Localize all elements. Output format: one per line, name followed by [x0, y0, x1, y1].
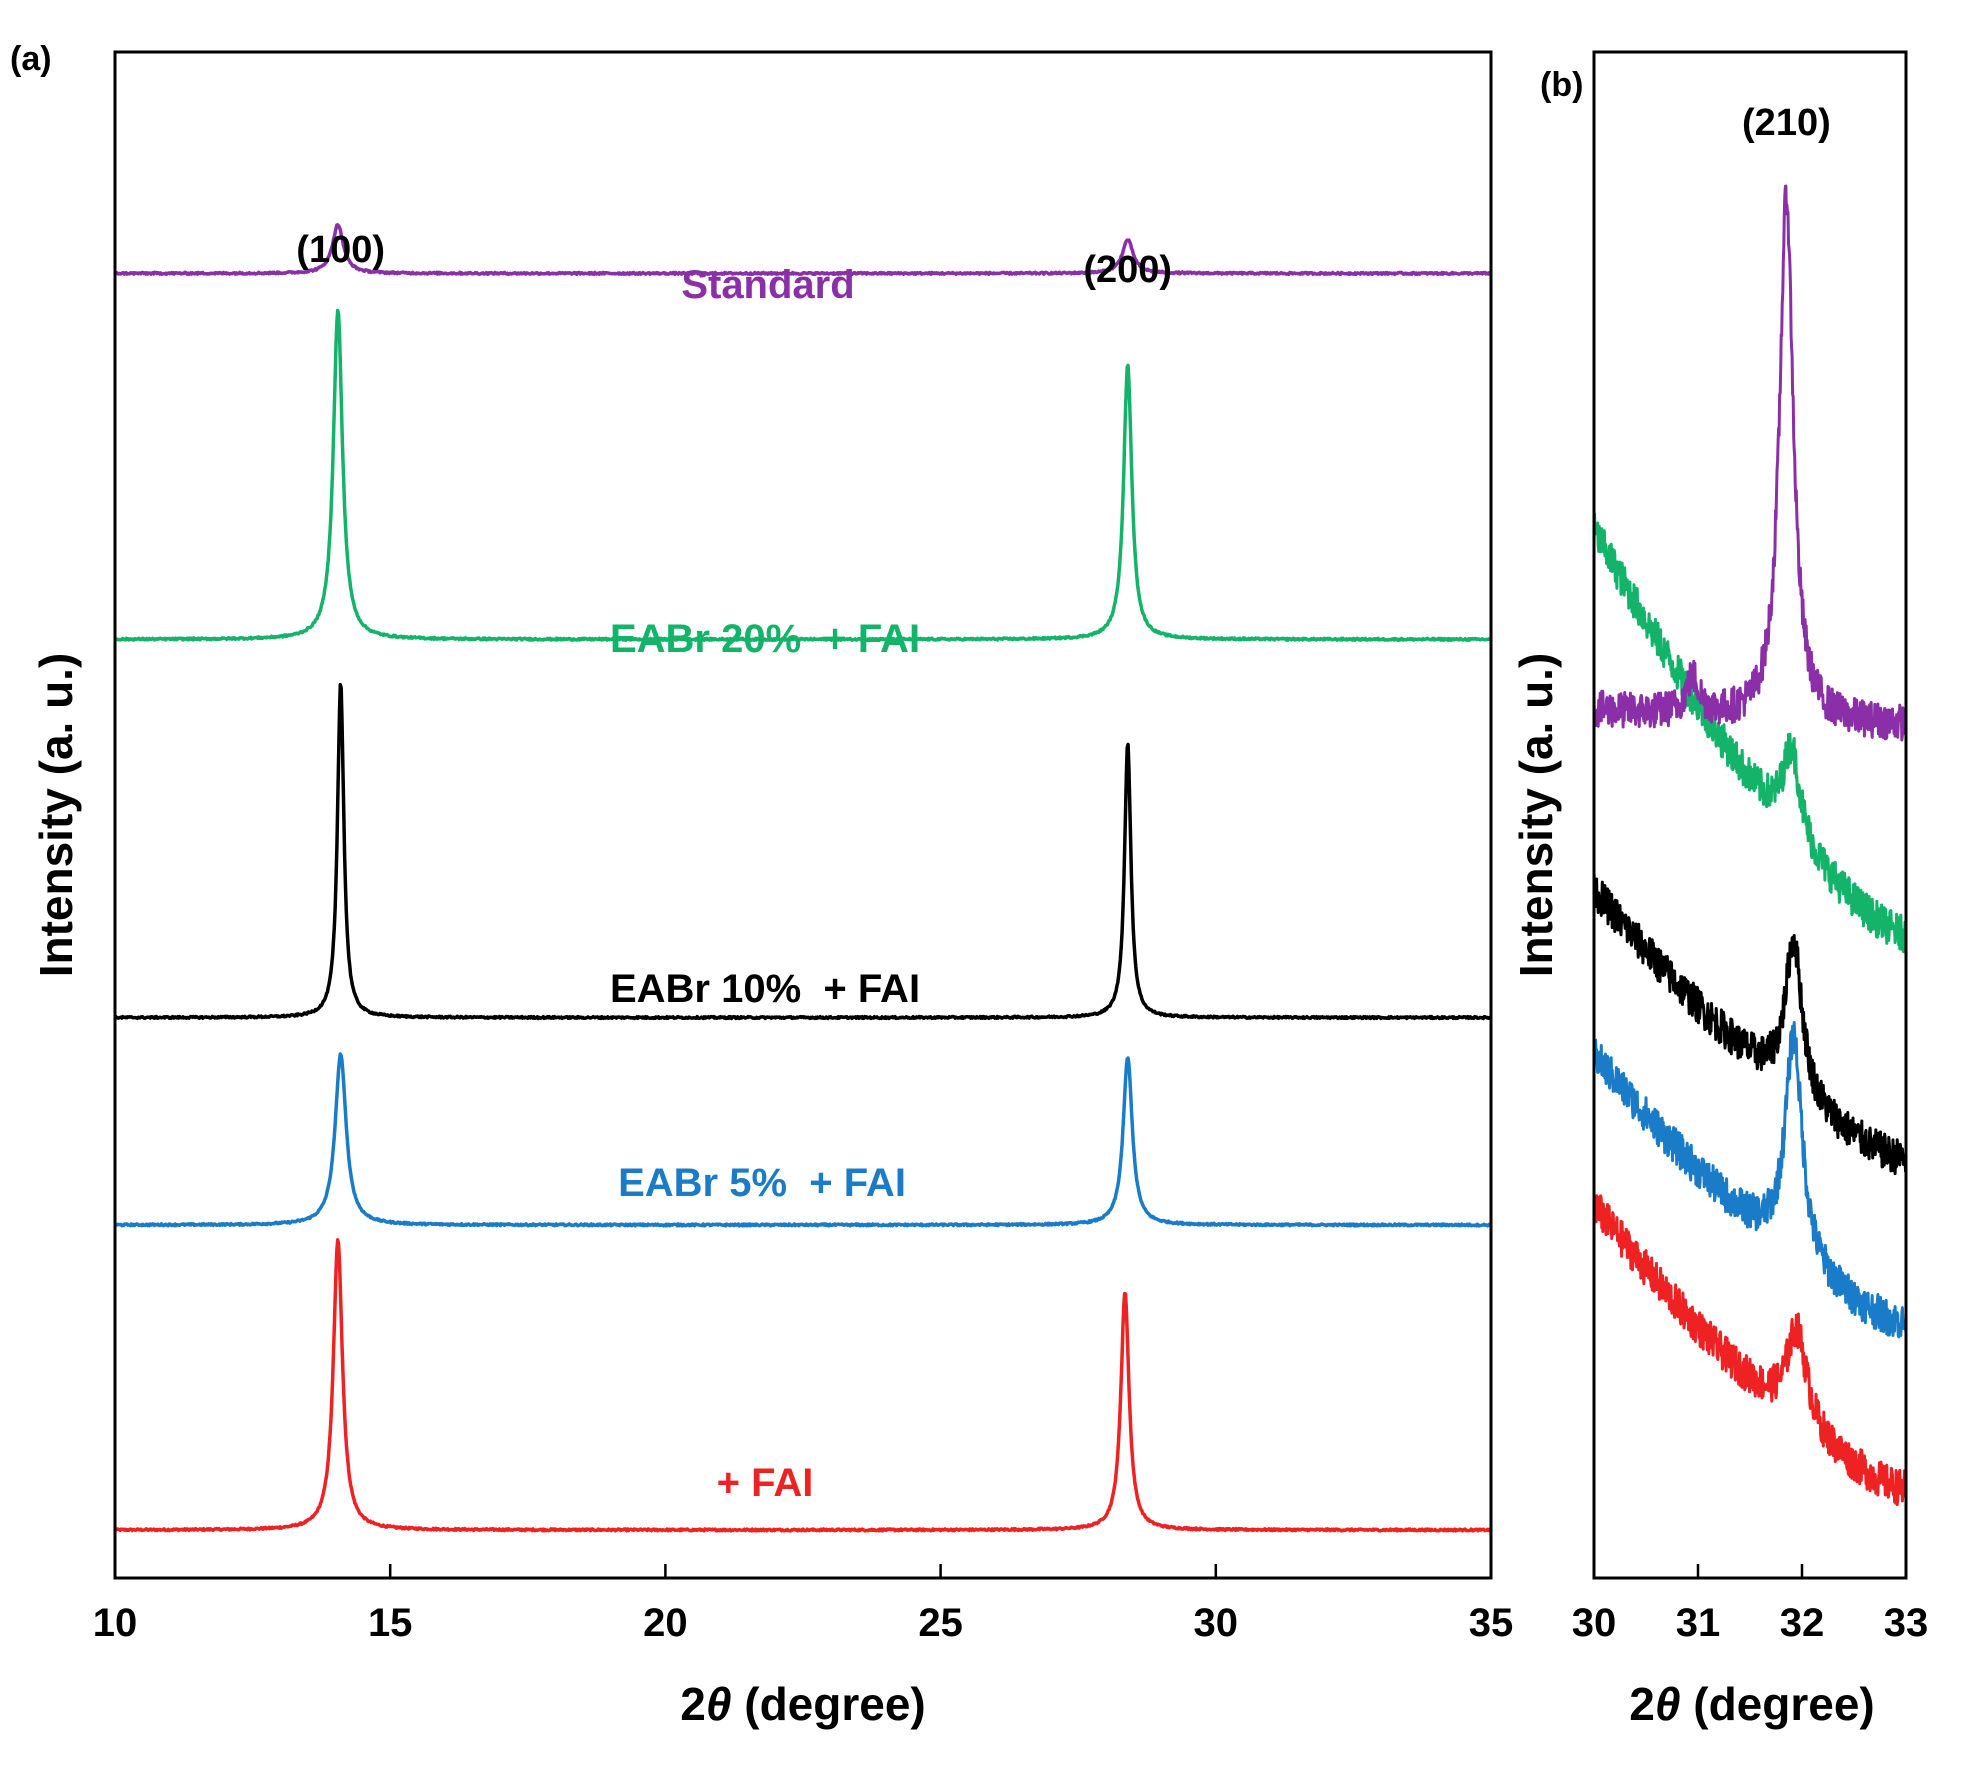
trace-a-eabr-10-fai [114, 682, 1492, 1021]
x-tick-label-a-25: 25 [918, 1601, 963, 1645]
panel-a-label: (a) [10, 40, 52, 78]
panel-b-x-ticks: 30 31 32 33 [1572, 1564, 1929, 1645]
trace-a-eabr-20-fai [114, 308, 1492, 642]
x-tick-label-a-30: 30 [1194, 1601, 1239, 1645]
panel-b: (b) 30 31 32 33 (210) Intensity (a. u.) 2θ … [1510, 50, 1929, 1730]
series-label-standard: Standard [681, 263, 854, 307]
panel-a-traces [113, 223, 1493, 1533]
trace-b-fai [1592, 1194, 1908, 1507]
x-tick-label-a-15: 15 [368, 1601, 413, 1645]
x-tick-label-b-31: 31 [1676, 1601, 1721, 1645]
x-tick-label-b-33: 33 [1884, 1601, 1929, 1645]
trace-b-standard [1592, 184, 1908, 742]
series-label-fai: + FAI [717, 1461, 814, 1505]
x-tick-label-b-30: 30 [1572, 1601, 1617, 1645]
panel-a-x-axis-title: 2θ (degree) [680, 1678, 926, 1730]
panel-a-plot-frame [113, 50, 1493, 1580]
panel-b-y-axis-title: Intensity (a. u.) [1510, 653, 1562, 978]
panel-b-plot-frame [1592, 50, 1908, 1580]
panel-a-y-axis-title: Intensity (a. u.) [30, 653, 82, 978]
x-tick-label-a-10: 10 [93, 1601, 138, 1645]
x-tick-label-a-35: 35 [1469, 1601, 1514, 1645]
series-label-eabr10: EABr 10% + FAI [610, 967, 920, 1011]
series-label-eabr20: EABr 20% + FAI [610, 617, 920, 661]
x-tick-label-b-32: 32 [1780, 1601, 1825, 1645]
trace-a-standard [114, 223, 1492, 277]
panel-b-traces [1592, 184, 1908, 1507]
peak-label-100: (100) [296, 229, 385, 271]
trace-b-eabr-10 [1592, 872, 1908, 1176]
panel-a: (a) 10 15 20 25 30 35 (100) (200) Standard EA… [10, 40, 1513, 1730]
panel-b-label: (b) [1540, 66, 1583, 104]
panel-b-x-axis-title: 2θ (degree) [1629, 1678, 1875, 1730]
panel-a-x-ticks: 10 15 20 25 30 35 [93, 1564, 1514, 1645]
trace-b-eabr-20 [1592, 512, 1908, 954]
trace-a-eabr-5-fai [114, 1052, 1493, 1228]
trace-b-eabr-5 [1592, 1021, 1908, 1339]
peak-label-200: (200) [1083, 249, 1172, 291]
series-label-eabr5: EABr 5% + FAI [618, 1161, 906, 1205]
x-tick-label-a-20: 20 [643, 1601, 688, 1645]
peak-label-210: (210) [1742, 102, 1831, 144]
trace-a-fai [113, 1238, 1493, 1533]
